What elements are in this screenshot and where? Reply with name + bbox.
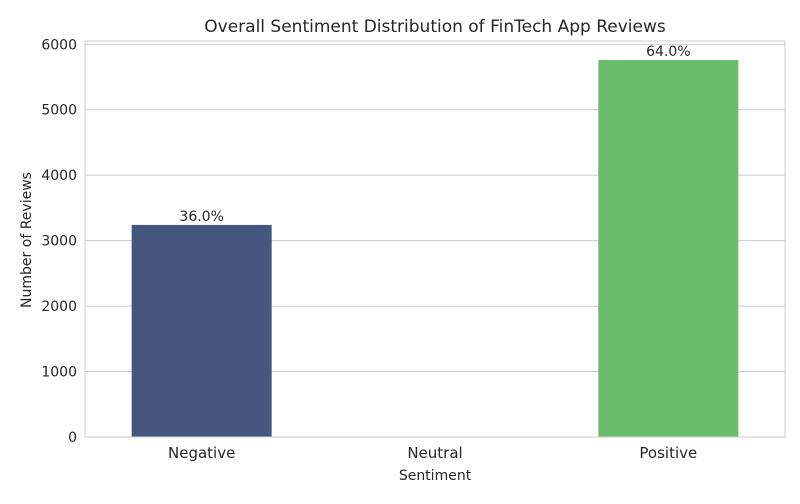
y-tick-label: 6000 bbox=[41, 37, 77, 53]
x-tick-label: Positive bbox=[639, 444, 697, 462]
bar-value-label: 64.0% bbox=[646, 44, 690, 60]
x-tick-label: Negative bbox=[168, 444, 235, 462]
bars bbox=[131, 59, 739, 438]
y-tick-label: 3000 bbox=[41, 234, 77, 250]
x-tick-label: Neutral bbox=[407, 444, 462, 462]
y-axis-label: Number of Reviews bbox=[19, 172, 35, 308]
y-tick-label: 2000 bbox=[41, 299, 77, 315]
bar-positive bbox=[598, 59, 739, 438]
plot-frame bbox=[84, 40, 786, 438]
y-tick-label: 5000 bbox=[41, 103, 77, 119]
y-tick-label: 0 bbox=[68, 430, 77, 446]
y-tick-label: 4000 bbox=[41, 168, 77, 184]
bar-negative bbox=[131, 224, 272, 437]
bar-value-label: 36.0% bbox=[179, 209, 223, 225]
x-tick-labels: Negative Neutral Positive bbox=[168, 444, 697, 462]
chart-title: Overall Sentiment Distribution of FinTec… bbox=[204, 17, 666, 37]
x-axis-label: Sentiment bbox=[399, 468, 472, 484]
bar-value-labels: 36.0% 64.0% bbox=[179, 44, 690, 225]
y-tick-label: 1000 bbox=[41, 365, 77, 381]
y-tick-labels: 0 1000 2000 3000 4000 5000 6000 bbox=[41, 37, 77, 446]
